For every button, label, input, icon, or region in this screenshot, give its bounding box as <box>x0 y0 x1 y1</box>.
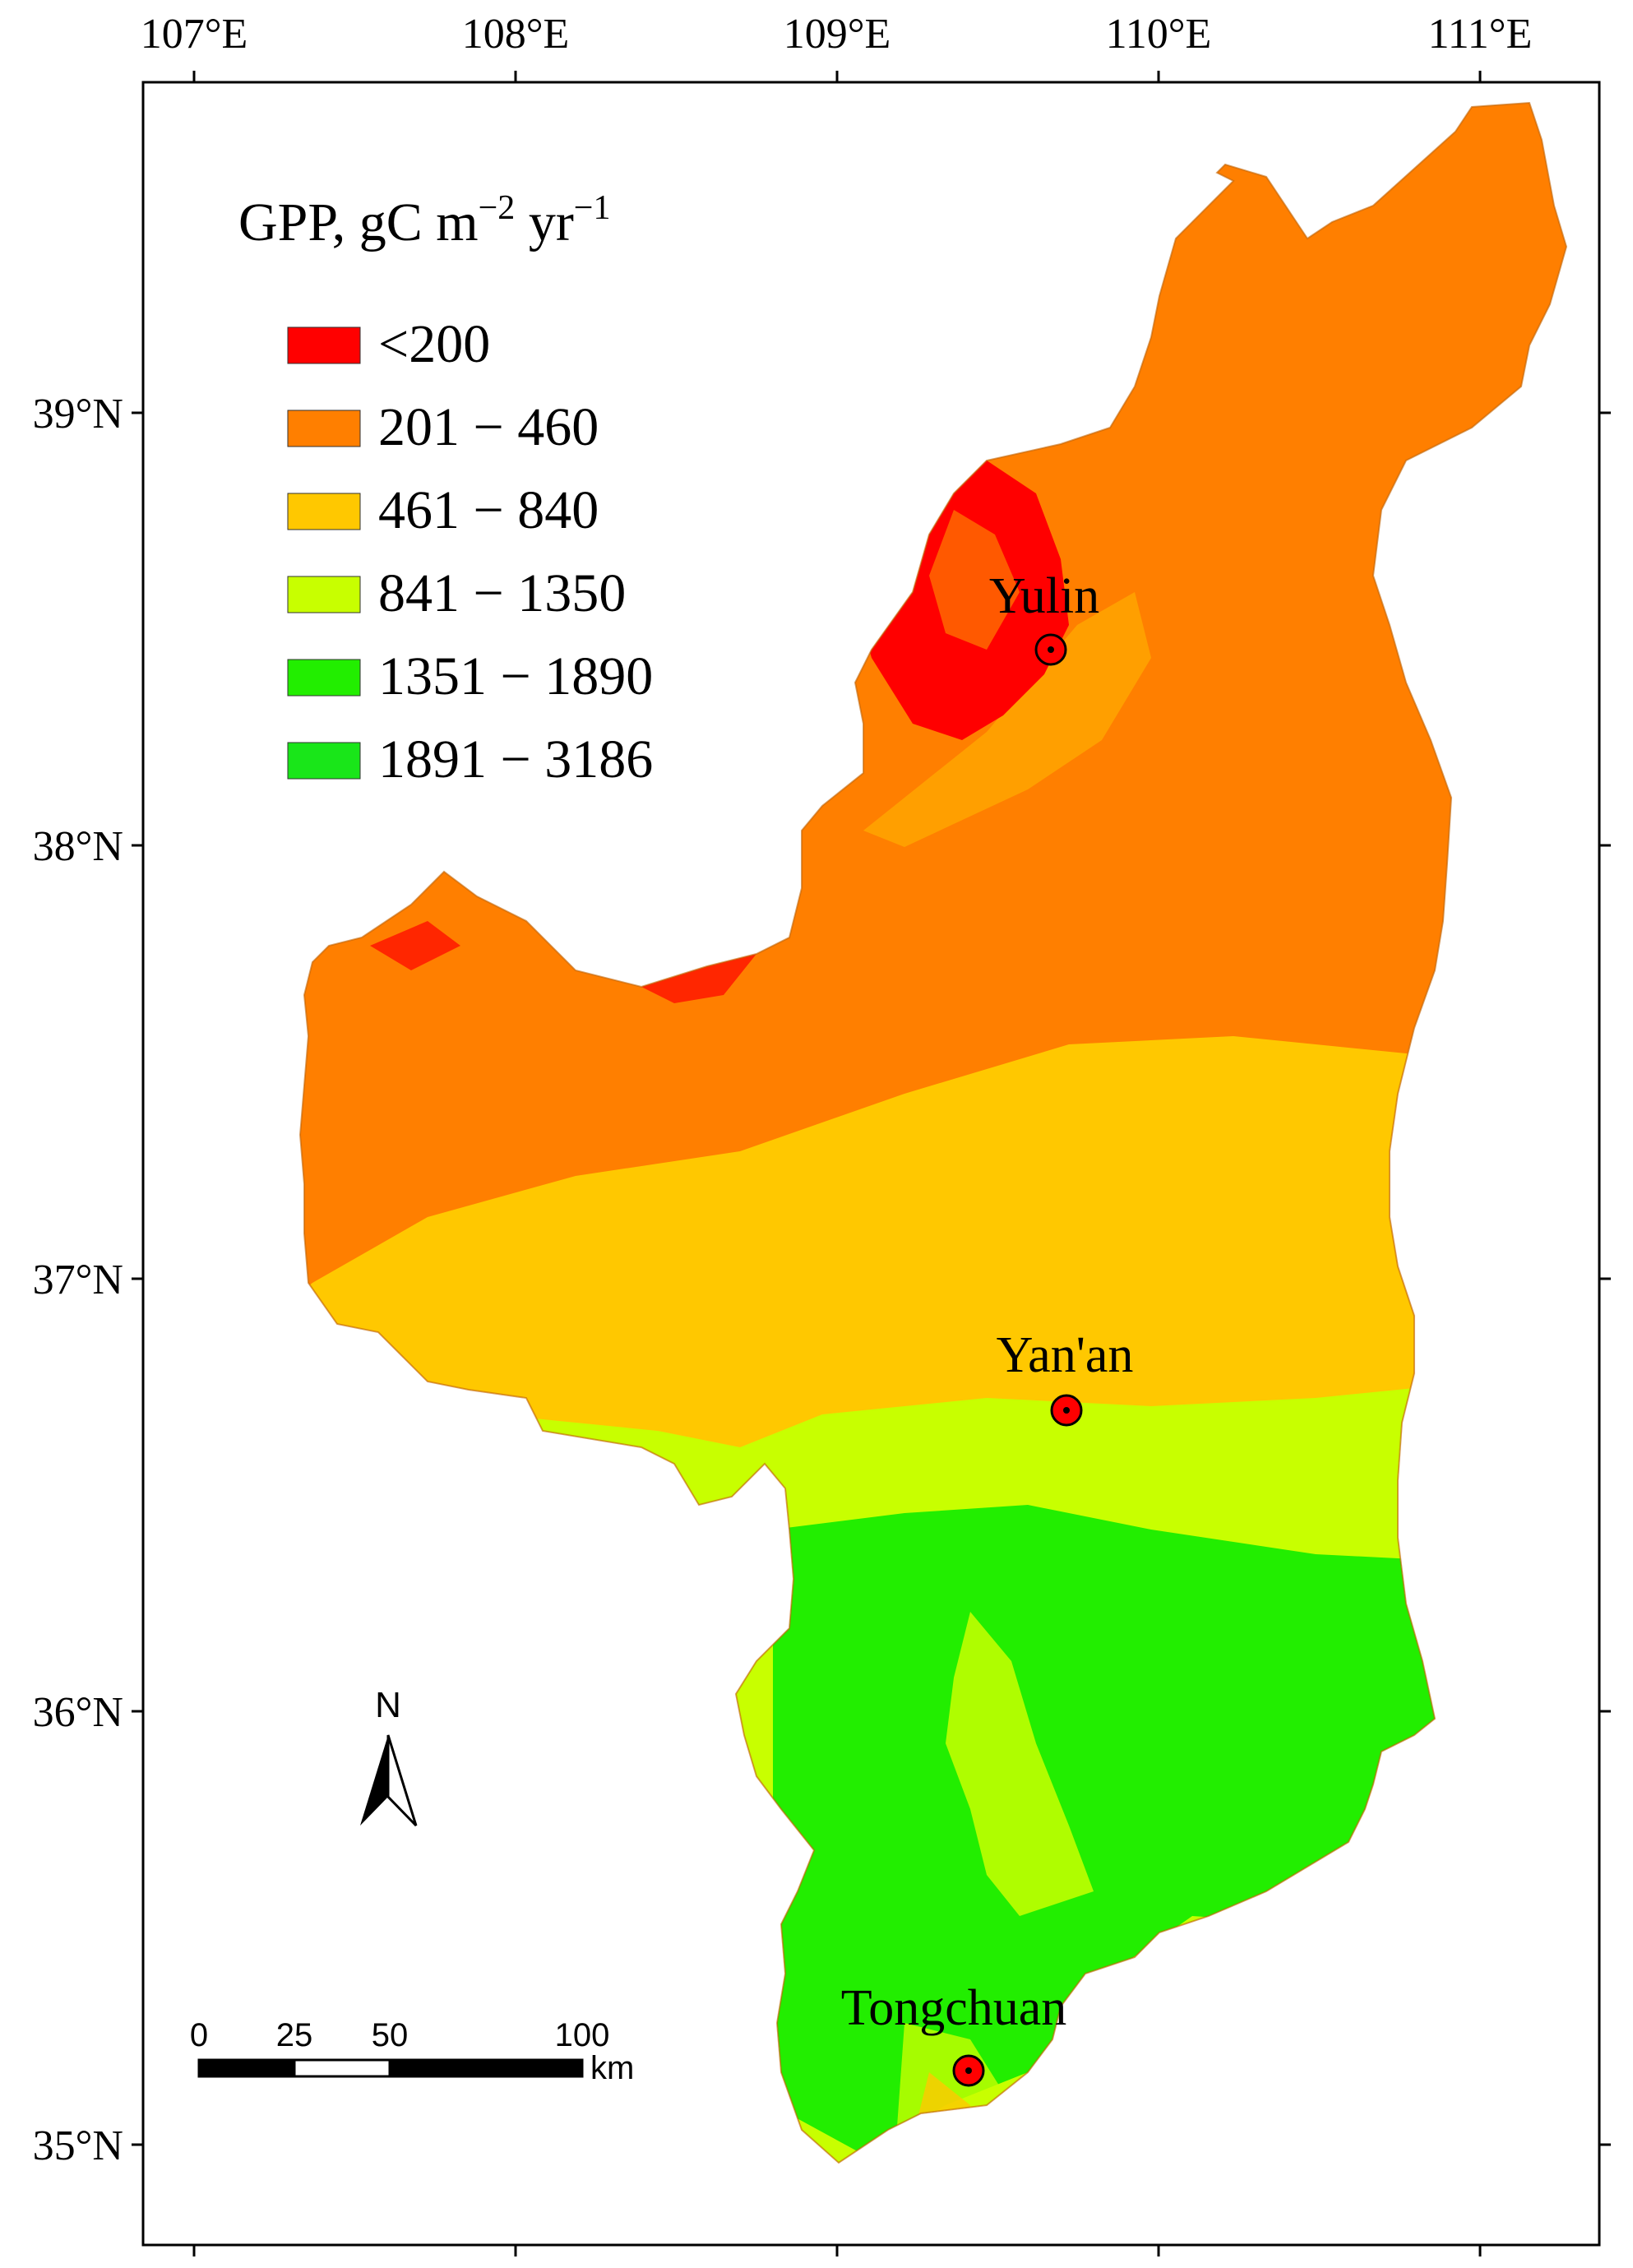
longitude-labels: 107°E 108°E 109°E 110°E 111°E <box>141 11 1533 58</box>
scale-label-100: 100 <box>555 2017 610 2053</box>
red-zone-interior <box>929 510 1020 650</box>
north-arrow-left-half <box>360 1735 388 1826</box>
latitude-labels: 39°N 38°N 37°N 36°N 35°N <box>33 391 123 2169</box>
yellow-streak-north <box>863 592 1151 847</box>
city-label-tongchuan: Tongchuan <box>841 1980 1067 2036</box>
scale-label-0: 0 <box>190 2017 208 2053</box>
legend-label: 1891 − 3186 <box>378 729 653 789</box>
legend-swatch <box>287 493 361 530</box>
legend-label: 461 − 840 <box>378 480 599 540</box>
north-arrow: N <box>360 1685 418 1827</box>
legend-label: <200 <box>378 314 490 374</box>
lon-label-107: 107°E <box>141 11 248 58</box>
legend-label: 841 − 1350 <box>378 563 626 623</box>
latitude-ticks <box>132 411 1611 2146</box>
region-outline <box>298 101 1568 2164</box>
legend-swatch <box>287 410 361 447</box>
scale-unit: km <box>590 2050 634 2086</box>
city-dot-yulin <box>1048 646 1054 653</box>
scale-bar: 0 25 50 100 km <box>190 2017 634 2086</box>
legend-swatch <box>287 659 361 697</box>
city-label-yulin: Yulin <box>989 568 1099 624</box>
lon-label-109: 109°E <box>784 11 891 58</box>
legend-swatch <box>287 576 361 613</box>
scale-label-50: 50 <box>372 2017 409 2053</box>
band-under-200-west2 <box>641 954 756 1003</box>
legend-swatch <box>287 742 361 780</box>
city-dot-tongchuan <box>965 2067 972 2074</box>
lon-label-108: 108°E <box>462 11 570 58</box>
scale-segment-1 <box>197 2058 296 2078</box>
city-dot-yanan <box>1063 1407 1070 1414</box>
city-yanan: Yan'an <box>997 1327 1134 1427</box>
scale-segment-3 <box>388 2058 584 2078</box>
lat-label-38: 38°N <box>33 823 123 870</box>
legend: GPP, gC m−2 yr−1 <200 201 − 460 461 − 840 8… <box>238 189 653 789</box>
lon-label-111: 111°E <box>1428 11 1533 58</box>
legend-items: <200 201 − 460 461 − 840 841 − 1350 1351 − 1… <box>287 314 653 789</box>
scale-label-25: 25 <box>276 2017 313 2053</box>
legend-label: 201 − 460 <box>378 397 599 457</box>
city-label-yanan: Yan'an <box>997 1327 1134 1383</box>
lat-label-35: 35°N <box>33 2122 123 2169</box>
lat-label-37: 37°N <box>33 1257 123 1303</box>
city-tongchuan: Tongchuan <box>841 1980 1067 2087</box>
legend-label: 1351 − 1890 <box>378 646 653 706</box>
lat-label-39: 39°N <box>33 391 123 437</box>
longitude-ticks <box>192 71 1482 2256</box>
north-arrow-right-half <box>386 1734 418 1827</box>
band-1351-1890 <box>773 1505 1480 2155</box>
band-under-200-west <box>370 921 460 970</box>
north-label: N <box>375 1685 401 1725</box>
lat-label-36: 36°N <box>33 1689 123 1736</box>
band-under-200-patch <box>1085 312 1143 386</box>
legend-swatch <box>287 326 361 364</box>
valley-patch-1 <box>946 1612 1094 1916</box>
lon-label-110: 110°E <box>1106 11 1212 58</box>
scale-segment-2 <box>293 2058 391 2078</box>
legend-title: GPP, gC m−2 yr−1 <box>238 189 610 252</box>
map-frame <box>141 81 1601 2247</box>
city-yulin: Yulin <box>989 568 1099 666</box>
